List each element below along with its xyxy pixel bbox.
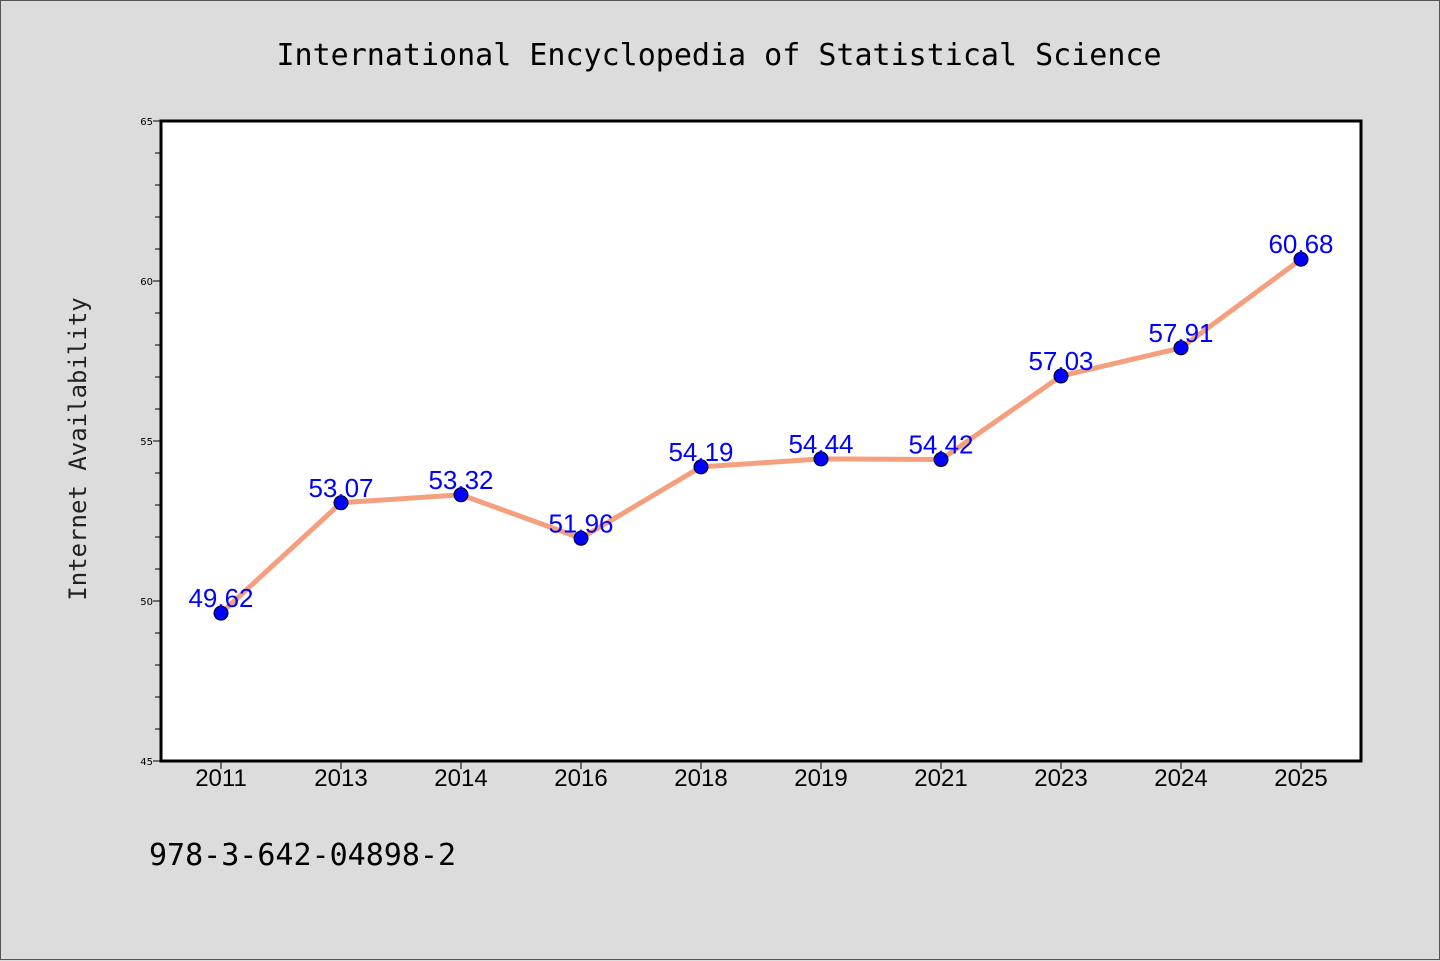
data-label: 57.91: [1148, 318, 1213, 348]
data-point-marker: [1173, 340, 1189, 356]
plot-area: [159, 119, 1363, 763]
data-label: 51.96: [548, 508, 613, 538]
x-tick-label: 2024: [1154, 765, 1207, 792]
marker-layer: [213, 251, 1309, 621]
x-tick-label: 2016: [554, 765, 607, 792]
data-label: 57.03: [1028, 346, 1093, 376]
data-point-marker: [213, 605, 229, 621]
y-axis: 45 50 55 60 65: [140, 117, 161, 768]
series-layer: [218, 256, 1304, 616]
y-tick-label: 50: [140, 597, 153, 608]
x-tick-label: 2011: [195, 765, 247, 792]
data-label: 54.19: [668, 437, 733, 467]
data-point-marker: [453, 487, 469, 503]
y-tick-label: 65: [140, 117, 153, 128]
data-point-marker: [813, 451, 829, 467]
isbn-footnote: 978-3-642-04898-2: [149, 838, 456, 873]
data-label: 60.68: [1268, 229, 1333, 259]
data-point-marker: [1293, 251, 1309, 267]
x-tick-label: 2025: [1274, 765, 1327, 792]
y-axis-label: Internet Availability: [64, 297, 92, 600]
x-tick-label: 2013: [314, 765, 367, 792]
data-point-marker: [1053, 368, 1069, 384]
x-tick-label: 2019: [794, 765, 847, 792]
data-point-marker: [333, 495, 349, 511]
chart-title: International Encyclopedia of Statistica…: [276, 38, 1161, 73]
y-tick-label: 55: [140, 437, 153, 448]
x-tick-label: 2014: [434, 765, 487, 792]
x-tick-label: 2021: [914, 765, 967, 792]
data-point-marker: [933, 452, 949, 468]
data-label: 53.07: [308, 473, 373, 503]
data-label: 53.32: [428, 465, 493, 495]
data-label: 49.62: [188, 583, 253, 613]
y-tick-label: 60: [140, 277, 153, 288]
x-axis: 2011 2013 2014 2016 2018 2019 2021 2023 2024 2025: [195, 761, 1328, 792]
series-line: [218, 256, 1304, 616]
y-tick-label: 45: [140, 757, 153, 768]
data-label: 54.42: [908, 430, 973, 460]
data-label: 54.44: [788, 429, 853, 459]
data-label-layer: 49.62 53.07 53.32 51.96 54.19 54.44 54.42 57.03…: [188, 229, 1333, 613]
x-tick-label: 2023: [1034, 765, 1087, 792]
data-point-marker: [693, 459, 709, 475]
data-point-marker: [573, 530, 589, 546]
x-tick-label: 2018: [674, 765, 727, 792]
